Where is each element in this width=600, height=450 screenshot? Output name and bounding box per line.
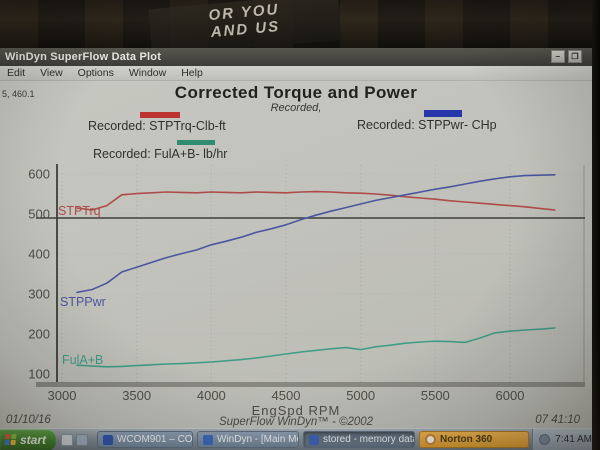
curve-fula+b xyxy=(76,327,556,368)
chart-region: 5, 460.1 Corrected Torque and Power Reco… xyxy=(0,81,592,428)
x-axis-label: EngSpd RPM xyxy=(251,403,341,418)
chart-subtitle: Recorded, xyxy=(270,102,322,114)
photo-background-top: OR YOU AND US xyxy=(0,0,600,57)
dyno-plot: 100 200 300 400 500 600 3000 3500 4000 4500 5000 55… xyxy=(28,164,585,403)
chart-title: Corrected Torque and Power xyxy=(174,83,418,102)
x-axis-bar xyxy=(36,382,585,387)
legend-label-fuel: Recorded: FulA+B- lb/hr xyxy=(93,147,228,161)
windows-logo-icon xyxy=(4,434,17,445)
legend-label-torque: Recorded: STPTrq-Clb-ft xyxy=(88,119,226,133)
windyn-window: WinDyn SuperFlow Data Plot – ❐ Edit View O… xyxy=(0,48,592,428)
curve-stptrq xyxy=(76,190,556,211)
minimize-button[interactable]: – xyxy=(551,50,565,63)
legend-label-power: Recorded: STPPwr- CHp xyxy=(357,118,497,132)
taskbar-button-2[interactable]: stored - memory data xyxy=(303,431,415,448)
taskbar-button-3[interactable]: Norton 360 xyxy=(419,431,529,448)
quick-launch-area xyxy=(56,433,93,446)
x-tick-label: 5500 xyxy=(421,388,450,403)
menu-item-view[interactable]: View xyxy=(40,67,63,79)
menu-item-options[interactable]: Options xyxy=(77,67,114,79)
x-tick-label: 4000 xyxy=(197,388,226,403)
x-tick-label: 4500 xyxy=(272,388,301,403)
taskbar-button-1[interactable]: WinDyn - [Main Mo... xyxy=(197,431,299,448)
taskbar-button-icon xyxy=(203,434,213,445)
y-tick-label: 600 xyxy=(28,167,50,182)
y-tick-label: 500 xyxy=(28,207,50,222)
menu-item-window[interactable]: Window xyxy=(128,67,167,79)
legend-swatch-fuel xyxy=(177,140,215,145)
curve-stppwr xyxy=(76,174,556,294)
start-label: start xyxy=(20,432,47,447)
quick-launch-icon[interactable] xyxy=(61,433,73,446)
plot-footer: 01/10/16 SuperFlow WinDyn™ - ©2002 07 41… xyxy=(0,414,592,428)
cursor-readout: 5, 460.1 xyxy=(2,89,35,99)
window-title: WinDyn SuperFlow Data Plot xyxy=(5,51,162,63)
curve-label-stppwr: STPPwr xyxy=(60,295,106,309)
start-button[interactable]: start xyxy=(0,428,56,450)
system-tray: 7:41 AM xyxy=(532,428,600,450)
y-tick-label: 100 xyxy=(28,367,50,382)
x-tick-label: 5000 xyxy=(346,388,375,403)
menu-item-edit[interactable]: Edit xyxy=(7,67,26,79)
taskbar-button-icon xyxy=(103,434,113,445)
taskbar-button-label: Norton 360 xyxy=(440,434,493,445)
taskbar: start WCOM901 – COMM... WinDyn - [Main Mo… xyxy=(0,428,600,450)
menu-bar: Edit View Options Window Help xyxy=(0,66,592,81)
tray-status-icon[interactable] xyxy=(539,434,551,445)
legend-swatch-torque xyxy=(140,112,180,118)
taskbar-button-label: WCOM901 – COMM... xyxy=(117,434,193,445)
taskbar-button-label: WinDyn - [Main Mo... xyxy=(217,434,298,445)
restore-button[interactable]: ❐ xyxy=(568,50,582,63)
task-buttons: WCOM901 – COMM... WinDyn - [Main Mo... sto… xyxy=(93,431,529,448)
y-tick-label: 300 xyxy=(28,287,50,302)
footer-date: 01/10/16 xyxy=(6,414,51,426)
x-tick-label: 3000 xyxy=(48,388,77,403)
quick-launch-icon-2[interactable] xyxy=(76,433,88,446)
x-tick-label: 6000 xyxy=(496,388,525,403)
legend-swatch-power xyxy=(424,110,462,117)
x-tick-label: 3500 xyxy=(122,388,151,403)
footer-app-credit: SuperFlow WinDyn™ - ©2002 xyxy=(218,416,374,428)
window-controls: – ❐ xyxy=(551,50,582,63)
window-titlebar[interactable]: WinDyn SuperFlow Data Plot – ❐ xyxy=(0,48,592,66)
y-tick-label: 200 xyxy=(28,327,50,342)
taskbar-button-label: stored - memory data xyxy=(323,434,415,445)
curve-label-fula+b: FulA+B xyxy=(62,353,103,367)
taskbar-button-0[interactable]: WCOM901 – COMM... xyxy=(97,431,193,448)
footer-time: 07 41:10 xyxy=(535,414,580,426)
curve-label-stptrq: STPTrq xyxy=(58,204,101,218)
y-tick-label: 400 xyxy=(28,247,50,262)
photo-background-right xyxy=(592,0,600,450)
tray-clock: 7:41 AM xyxy=(555,434,592,445)
menu-item-help[interactable]: Help xyxy=(181,67,203,79)
taskbar-button-icon xyxy=(425,434,436,445)
taskbar-button-icon xyxy=(309,434,319,445)
